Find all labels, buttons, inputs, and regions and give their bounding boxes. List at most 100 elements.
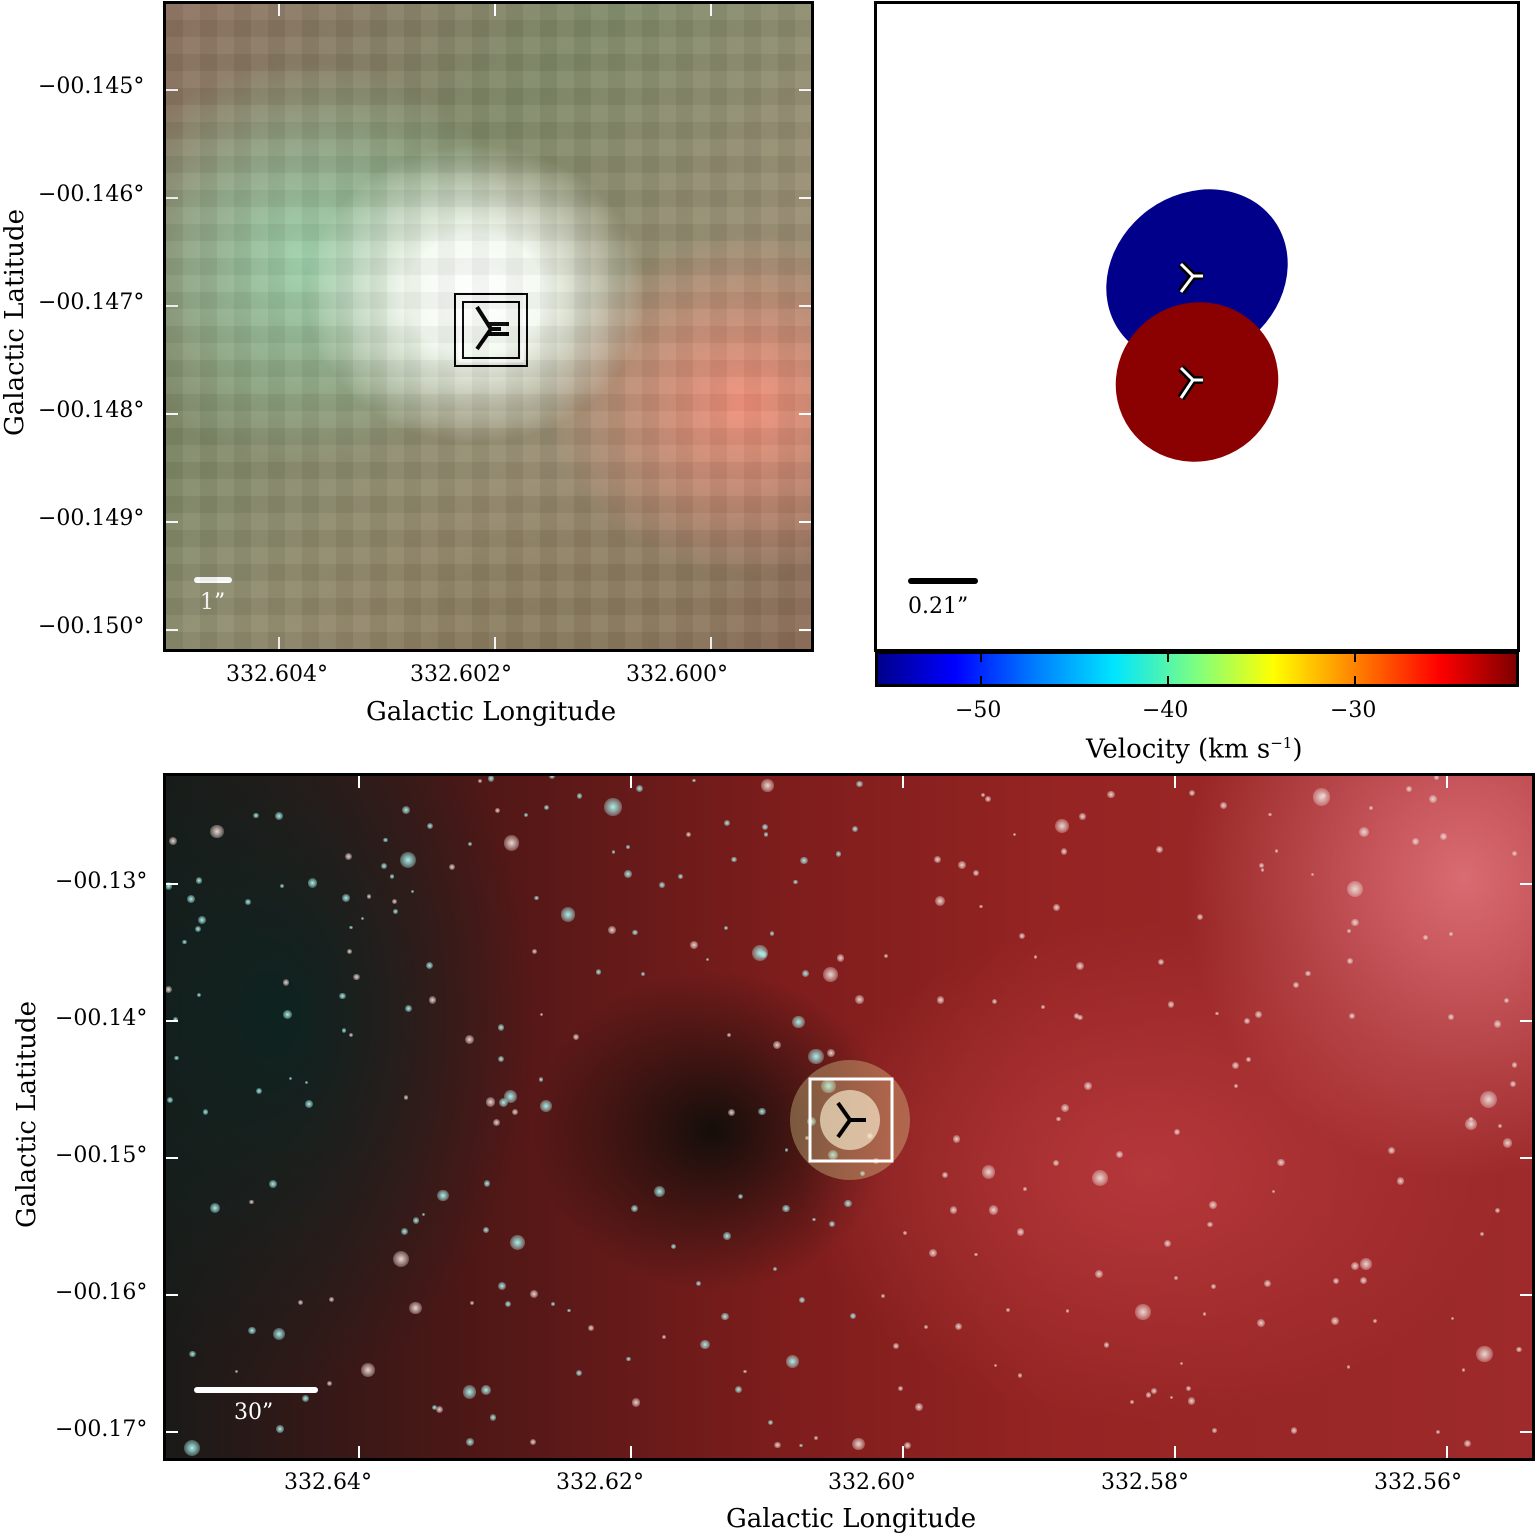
x-tick-label: 332.600° [626, 662, 728, 687]
star [903, 1441, 911, 1449]
star [624, 869, 633, 878]
star [1264, 1279, 1271, 1287]
star [1091, 1170, 1108, 1187]
star [659, 882, 665, 888]
star [392, 908, 398, 914]
star [1412, 837, 1420, 845]
star [1220, 801, 1228, 809]
star [275, 1425, 284, 1433]
star [1129, 1400, 1134, 1404]
star [979, 904, 983, 909]
star [635, 784, 644, 792]
colorbar-tick-label: −50 [955, 698, 1002, 723]
star [751, 944, 769, 962]
star [304, 1080, 309, 1085]
star [431, 1404, 437, 1410]
star [949, 1206, 958, 1214]
y-tick-label: −00.146° [38, 182, 145, 207]
x-axis-label: Galactic Longitude [366, 697, 617, 727]
star [1359, 827, 1370, 837]
star [436, 1406, 443, 1413]
star [1274, 849, 1279, 853]
star [807, 1117, 817, 1127]
star [671, 1244, 677, 1250]
star [326, 1380, 333, 1387]
star [991, 998, 998, 1005]
star [504, 1301, 511, 1308]
x-tick-label: 332.58° [1101, 1470, 1189, 1495]
star [1012, 832, 1017, 837]
star [1372, 1319, 1377, 1324]
star [799, 1443, 803, 1448]
star [1290, 1427, 1297, 1434]
star [1277, 1159, 1285, 1167]
star [805, 1136, 809, 1140]
star [464, 1035, 475, 1045]
star [653, 1185, 666, 1198]
star [248, 1326, 256, 1335]
star [1360, 1258, 1372, 1270]
star [551, 1302, 555, 1306]
x-tick-label: 332.56° [1374, 1470, 1462, 1495]
y-tick-label: −00.145° [38, 74, 145, 99]
star [1169, 1395, 1174, 1400]
star [954, 1322, 962, 1330]
star [404, 1004, 413, 1013]
star [1272, 1189, 1276, 1193]
star [1503, 998, 1509, 1004]
star [958, 861, 967, 870]
star [892, 1343, 899, 1350]
star [981, 1165, 996, 1179]
star [727, 1033, 732, 1038]
star [576, 793, 583, 799]
star [883, 953, 889, 959]
star [1079, 813, 1086, 820]
star [465, 1437, 474, 1446]
star [821, 1078, 836, 1094]
star [498, 1097, 508, 1108]
star [383, 837, 388, 843]
star [632, 1398, 641, 1407]
colorbar-label: Velocity (km s−1) [1086, 734, 1303, 765]
star [972, 869, 980, 877]
star [1255, 1011, 1262, 1018]
star [993, 1364, 997, 1368]
star [1429, 794, 1438, 803]
star [1209, 1201, 1218, 1210]
star [1463, 1439, 1472, 1448]
scale-bar-label: 30” [234, 1400, 274, 1425]
y-tick-label: −00.148° [38, 398, 145, 423]
star [167, 1097, 174, 1104]
star [792, 1016, 805, 1029]
y-tick-label: −00.150° [38, 614, 145, 639]
star [798, 1296, 805, 1303]
star [1439, 832, 1447, 841]
star [800, 856, 808, 865]
star [425, 961, 434, 969]
star [936, 996, 945, 1005]
star [282, 1009, 293, 1020]
star [196, 992, 201, 997]
star [1480, 1090, 1498, 1108]
star [298, 1300, 304, 1306]
star [724, 820, 731, 827]
maser-symbol-icon [836, 1101, 866, 1139]
star [1396, 1177, 1405, 1185]
star [341, 1027, 347, 1033]
star [1346, 1365, 1351, 1369]
star [1060, 1104, 1069, 1113]
star [1073, 1013, 1080, 1020]
star [1349, 1012, 1355, 1019]
star [485, 1097, 496, 1107]
star [1212, 1428, 1217, 1433]
star [1202, 1312, 1206, 1316]
star [852, 1437, 866, 1451]
scale-bar-label: 1” [200, 590, 226, 615]
star [198, 915, 206, 924]
star [1244, 1018, 1251, 1025]
y-tick-label: −00.17° [55, 1417, 148, 1442]
star [988, 1205, 998, 1215]
star [784, 1148, 789, 1152]
star [1040, 1005, 1045, 1010]
star [772, 1266, 778, 1272]
